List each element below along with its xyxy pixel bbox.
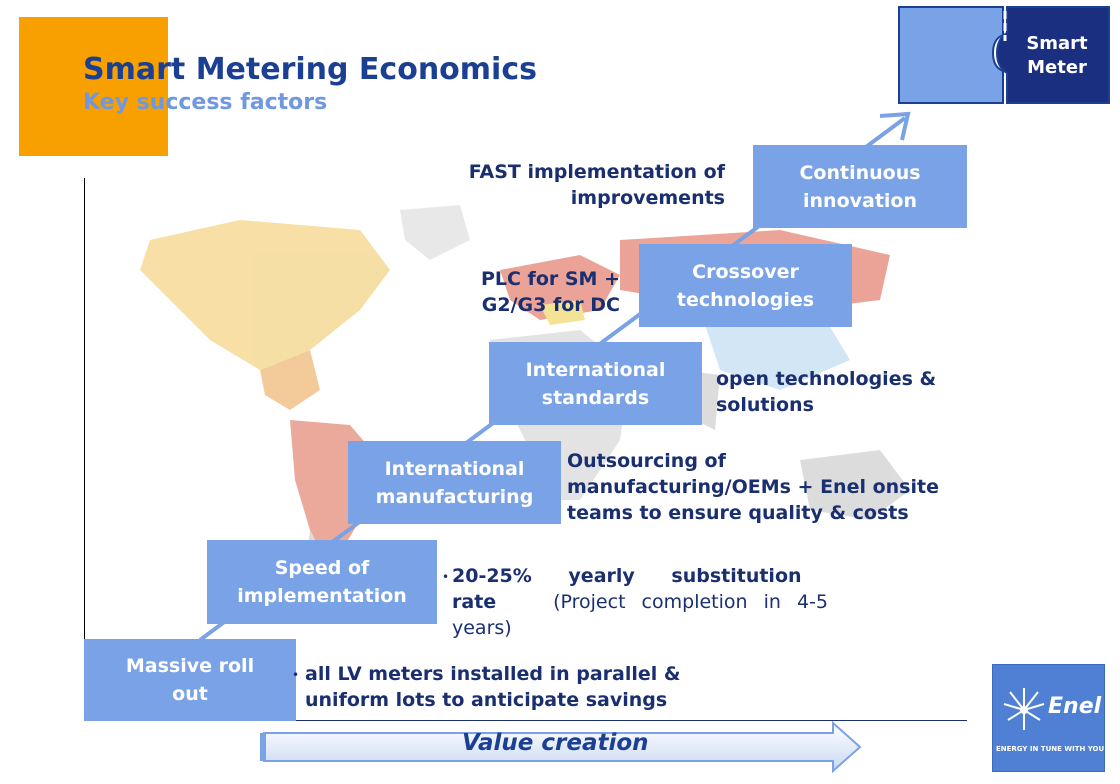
enel-logo-tagline: ENERGY IN TUNE WITH YOU. — [996, 745, 1107, 753]
horizontal-axis — [84, 720, 967, 721]
note-crossover-technologies: PLC for SM + G2/G3 for DC — [440, 266, 620, 318]
note-line: solutions — [716, 394, 814, 416]
step-label-line2: manufacturing — [375, 485, 534, 508]
step-international-standards: International standards — [489, 342, 702, 425]
step-label-line2: implementation — [237, 585, 407, 607]
note-line: improvements — [570, 187, 725, 209]
note-line: open technologies & — [716, 368, 937, 390]
note-line: Outsourcing of — [567, 450, 726, 472]
bullet-icon: • — [442, 570, 450, 584]
note-bold-text: rate — [452, 591, 497, 613]
page-subtitle: Key success factors — [83, 90, 328, 115]
step-massive-roll-out: Massive roll out — [84, 639, 296, 721]
smart-meter-label-line1: Smart — [1026, 33, 1088, 54]
step-label-line1: Crossover — [692, 260, 799, 283]
note-line: rate (Project completion in 4-5 — [452, 589, 828, 615]
step-label-line1: Continuous — [799, 161, 921, 184]
note-international-manufacturing: Outsourcing of manufacturing/OEMs + Enel… — [567, 448, 939, 526]
bullet-icon: • — [292, 668, 300, 682]
step-label-line2: innovation — [803, 189, 917, 212]
note-line: uniform lots to anticipate savings — [305, 689, 668, 711]
vertical-axis — [84, 178, 85, 720]
step-label-line2: out — [172, 683, 208, 705]
value-creation-label: Value creation — [462, 730, 649, 756]
note-line: all LV meters installed in parallel & — [305, 663, 681, 685]
step-speed-of-implementation: Speed of implementation — [207, 540, 437, 624]
note-line: G2/G3 for DC — [481, 294, 620, 316]
note-line: PLC for SM + — [480, 268, 620, 290]
step-continuous-innovation: Continuous innovation — [753, 145, 967, 228]
note-line: FAST implementation of — [468, 161, 725, 183]
note-bold-text: 20-25% yearly substitution — [452, 565, 802, 587]
note-line: manufacturing/OEMs + Enel onsite — [567, 476, 939, 498]
note-speed-of-implementation: 20-25% yearly substitution rate (Project… — [452, 563, 828, 641]
value-creation-arrow — [260, 721, 862, 773]
step-label-line1: Massive roll — [125, 655, 255, 677]
note-light-text: (Project completion in 4-5 — [553, 591, 828, 613]
step-label-line2: technologies — [676, 288, 815, 311]
smart-meter-label-line2: Meter — [1027, 57, 1087, 78]
step-label-line1: International — [525, 358, 666, 381]
note-light-text: years) — [452, 617, 512, 639]
note-line: teams to ensure quality & costs — [567, 502, 909, 524]
smart-meter-puzzle-icon — [898, 6, 1110, 104]
page-title: Smart Metering Economics — [83, 52, 537, 87]
step-international-manufacturing: International manufacturing — [348, 441, 561, 524]
step-label-line1: Speed of — [274, 557, 370, 579]
step-label-line2: standards — [541, 386, 650, 409]
step-crossover-technologies: Crossover technologies — [639, 244, 852, 327]
note-massive-roll-out: all LV meters installed in parallel & un… — [305, 661, 680, 713]
note-line: 20-25% yearly substitution — [452, 563, 828, 589]
smart-meter-label: Smart Meter — [1006, 32, 1108, 80]
step-label-line1: International — [384, 457, 525, 480]
enel-logo-word: Enel — [1048, 694, 1102, 719]
note-continuous-innovation: FAST implementation of improvements — [400, 159, 725, 211]
enel-flower-icon — [1003, 688, 1045, 730]
note-international-standards: open technologies & solutions — [716, 366, 936, 418]
orange-accent-block — [19, 17, 168, 156]
